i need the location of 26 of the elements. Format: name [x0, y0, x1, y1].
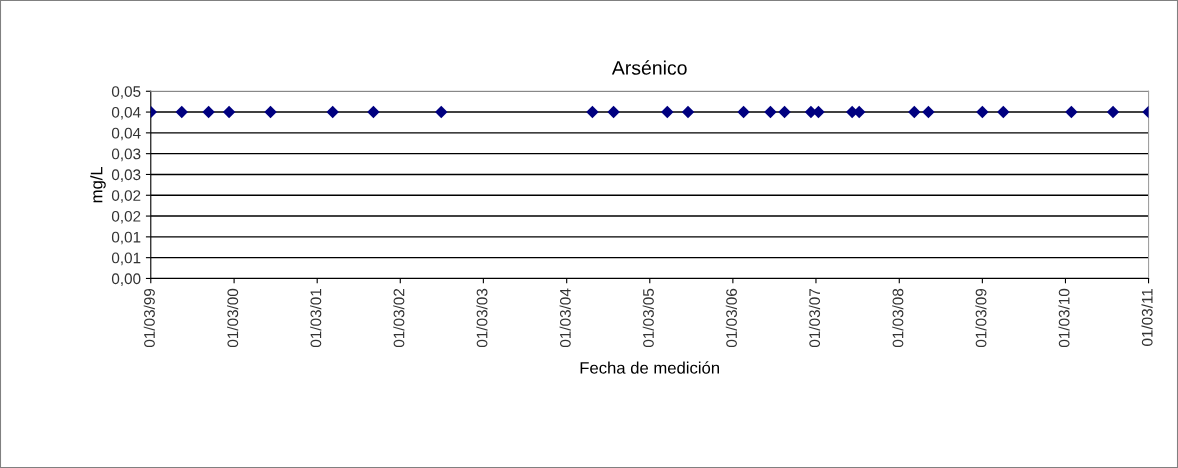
- x-tick-label: 01/03/11: [1141, 288, 1153, 346]
- y-tick-label: 0,05: [111, 86, 141, 99]
- y-tick-label: 0,02: [111, 210, 141, 224]
- y-tick-label: 0,03: [111, 148, 141, 162]
- x-tick-label: 01/03/02: [393, 288, 405, 348]
- x-tick-label: 01/03/99: [143, 288, 155, 348]
- x-tick-label: 01/03/03: [476, 288, 488, 348]
- y-tick-label: 0,04: [111, 106, 141, 120]
- x-tick-label: 01/03/00: [226, 288, 239, 348]
- x-axis-title: Fecha de medición: [580, 361, 719, 374]
- x-tick-label: 01/03/09: [975, 288, 987, 348]
- x-tick-label: 01/03/08: [892, 288, 904, 348]
- y-axis-title: mg/L: [90, 166, 106, 203]
- x-tick-label: 01/03/07: [808, 288, 821, 348]
- chart-title: Arsénico: [611, 60, 687, 75]
- y-tick-label: 0,00: [111, 273, 141, 286]
- y-tick-label: 0,01: [111, 252, 141, 266]
- x-tick-label: 01/03/04: [559, 288, 571, 348]
- x-tick-label: 01/03/05: [642, 288, 654, 348]
- x-tick-label: 01/03/10: [1058, 288, 1070, 348]
- y-tick-label: 0,03: [111, 169, 141, 182]
- x-tick-label: 01/03/01: [310, 288, 322, 348]
- y-tick-label: 0,04: [111, 127, 141, 141]
- y-tick-label: 0,01: [111, 231, 141, 245]
- y-tick-label: 0,02: [111, 190, 141, 203]
- x-tick-label: 01/03/06: [725, 288, 737, 348]
